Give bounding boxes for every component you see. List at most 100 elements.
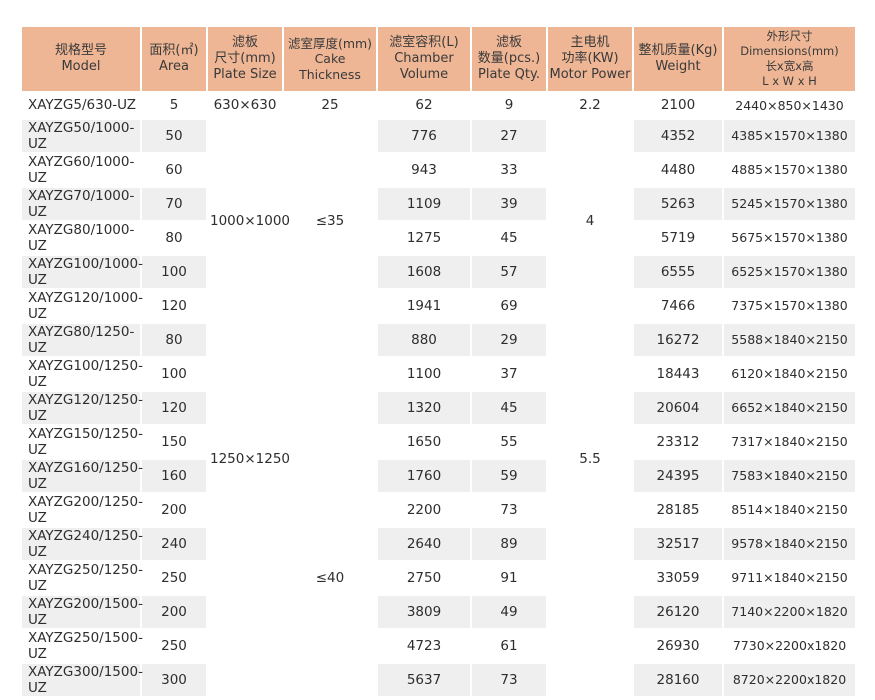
cell-dimensions: 5675×1570×1380 <box>722 219 857 256</box>
cell-area: 60 <box>140 151 208 188</box>
header-motor-power: 主电机 功率(KW) Motor Power <box>546 25 634 93</box>
header-chamber-volume: 滤室容积(L) Chamber Volume <box>376 25 472 93</box>
cell-plate-qty: 9 <box>470 90 548 120</box>
table-row: XAYZG120/1000-UZ 120 1941 69 7466 7375×1570×1… <box>20 287 857 324</box>
header-weight: 整机质量(Kg) Weight <box>632 25 724 93</box>
cell-dimensions: 10110×2200×1820 <box>722 695 857 700</box>
cell-plate-qty: 69 <box>470 287 548 324</box>
header-row: 规格型号 Model 面积(㎡) Area 滤板 尺寸(mm) Plate Si… <box>20 25 857 93</box>
cell-model: XAYZG250/1250-UZ <box>20 559 143 596</box>
cell-chamber-volume: 776 <box>376 117 472 154</box>
cell-area: 100 <box>140 253 208 290</box>
table-row: XAYZG60/1000-UZ 60 943 33 4480 4885×1570×1380 <box>20 151 857 188</box>
cell-dimensions: 7317×1840×2150 <box>722 423 857 460</box>
table-row: XAYZG120/1250-UZ 120 1320 45 20604 6652×1840×… <box>20 389 857 426</box>
cell-area: 250 <box>140 559 208 596</box>
cell-chamber-volume: 2200 <box>376 491 472 528</box>
cell-chamber-volume: 1941 <box>376 287 472 324</box>
cell-cake-thickness: ≤40 <box>282 321 378 700</box>
table-row: XAYZG200/1250-UZ 200 2200 73 28185 8514×1840×… <box>20 491 857 528</box>
cell-plate-qty: 37 <box>470 355 548 392</box>
cell-model: XAYZG160/1250-UZ <box>20 457 143 494</box>
cell-dimensions: 7730×2200x1820 <box>722 627 857 664</box>
cell-plate-qty: 91 <box>470 559 548 596</box>
table-row: XAYZG300/1500-UZ 300 5637 73 28160 8720×2200x… <box>20 661 857 698</box>
cell-weight: 2100 <box>632 90 724 120</box>
cell-dimensions: 5588×1840×2150 <box>722 321 857 358</box>
cell-model: XAYZG100/1000-UZ <box>20 253 143 290</box>
cell-plate-size: 630×630 <box>206 90 284 120</box>
cell-cake-thickness: 25 <box>282 90 378 120</box>
cell-motor-power: 11 <box>546 593 634 700</box>
cell-area: 70 <box>140 185 208 222</box>
cell-weight: 32517 <box>632 525 724 562</box>
cell-dimensions: 7583×1840×2150 <box>722 457 857 494</box>
cell-model: XAYZG150/1250-UZ <box>20 423 143 460</box>
cell-area: 100 <box>140 355 208 392</box>
table-row: XAYZG80/1250-UZ 80 1250×1250 ≤40 880 29 5.5 162… <box>20 321 857 700</box>
cell-area: 150 <box>140 423 208 460</box>
cell-plate-qty: 89 <box>470 525 548 562</box>
header-model: 规格型号 Model <box>20 25 142 93</box>
cell-model: XAYZG120/1000-UZ <box>20 287 143 324</box>
cell-dimensions: 9711×1840×2150 <box>722 559 857 596</box>
cell-motor-power: 5.5 <box>546 321 634 596</box>
cell-dimensions: 7140×2200×1820 <box>722 593 857 630</box>
cell-weight: 20604 <box>632 389 724 426</box>
cell-weight: 4352 <box>632 117 724 154</box>
cell-model: XAYZG5/630-UZ <box>20 90 142 120</box>
table-row: XAYZG250/1500-UZ 250 4723 61 26930 7730×2200x… <box>20 627 857 664</box>
cell-dimensions: 5245×1570×1380 <box>722 185 857 222</box>
cell-model: XAYZG120/1250-UZ <box>20 389 143 426</box>
cell-area: 120 <box>140 389 208 426</box>
cell-chamber-volume: 1109 <box>376 185 472 222</box>
cell-dimensions: 4385×1570×1380 <box>722 117 857 154</box>
cell-model: XAYZG250/1500-UZ <box>20 627 143 664</box>
cell-chamber-volume: 1650 <box>376 423 472 460</box>
cell-plate-qty: 59 <box>470 457 548 494</box>
cell-dimensions: 2440×850×1430 <box>722 90 857 120</box>
cell-weight: 4480 <box>632 151 724 188</box>
cell-chamber-volume: 1100 <box>376 355 472 392</box>
cell-plate-qty: 85 <box>470 695 548 700</box>
cell-chamber-volume: 1760 <box>376 457 472 494</box>
cell-chamber-volume: 5637 <box>376 661 472 698</box>
cell-plate-size: 1000×1000 <box>206 117 290 324</box>
table-row: XAYZG5/630-UZ 5 630×630 25 62 9 2.2 2100 2440×85… <box>20 90 857 120</box>
cell-weight: 24395 <box>632 457 724 494</box>
header-cake-thickness: 滤室厚度(mm) Cake Thickness <box>282 25 378 93</box>
cell-plate-qty: 45 <box>470 389 548 426</box>
cell-dimensions: 6120×1840×2150 <box>722 355 857 392</box>
cell-chamber-volume: 880 <box>376 321 472 358</box>
table-row: XAYZG70/1000-UZ 70 1109 39 5263 5245×1570×138… <box>20 185 857 222</box>
table-row: XAYZG160/1250-UZ 160 1760 59 24395 7583×1840×… <box>20 457 857 494</box>
cell-dimensions: 7375×1570×1380 <box>722 287 857 324</box>
cell-chamber-volume: 1275 <box>376 219 472 256</box>
table-row: XAYZG200/1500-UZ2001500×1500 380949112612… <box>20 593 857 700</box>
cell-weight: 7466 <box>632 287 724 324</box>
table-row: XAYZG100/1000-UZ 100 1608 57 6555 6525×1570×1… <box>20 253 857 290</box>
table-row: XAYZG350/1500-UZ350 655185 2960010110×2200… <box>20 695 857 700</box>
cell-plate-qty: 61 <box>470 627 548 664</box>
cell-plate-qty: 73 <box>470 661 548 698</box>
cell-area: 50 <box>140 117 208 154</box>
cell-dimensions: 8720×2200x1820 <box>722 661 857 698</box>
table-row: XAYZG250/1250-UZ 250 2750 91 33059 9711×1840×… <box>20 559 857 596</box>
cell-model: XAYZG200/1250-UZ <box>20 491 143 528</box>
cell-weight: 6555 <box>632 253 724 290</box>
cell-dimensions: 8514×1840×2150 <box>722 491 857 528</box>
cell-chamber-volume: 943 <box>376 151 472 188</box>
cell-model: XAYZG350/1500-UZ <box>20 695 143 700</box>
table-row: XAYZG100/1250-UZ 100 1100 37 18443 6120×1840×… <box>20 355 857 392</box>
cell-chamber-volume: 4723 <box>376 627 472 664</box>
cell-model: XAYZG240/1250-UZ <box>20 525 143 562</box>
cell-dimensions: 4885×1570×1380 <box>722 151 857 188</box>
cell-motor-power: 2.2 <box>546 90 634 120</box>
header-plate-qty: 滤板 数量(pcs.) Plate Qty. <box>470 25 548 93</box>
cell-plate-qty: 57 <box>470 253 548 290</box>
cell-weight: 18443 <box>632 355 724 392</box>
cell-weight: 28185 <box>632 491 724 528</box>
table-row: XAYZG50/1000-UZ 50 1000×1000 ≤35 776 27 4 4352 4… <box>20 117 857 324</box>
cell-area: 160 <box>140 457 208 494</box>
cell-motor-power: 4 <box>546 117 634 324</box>
